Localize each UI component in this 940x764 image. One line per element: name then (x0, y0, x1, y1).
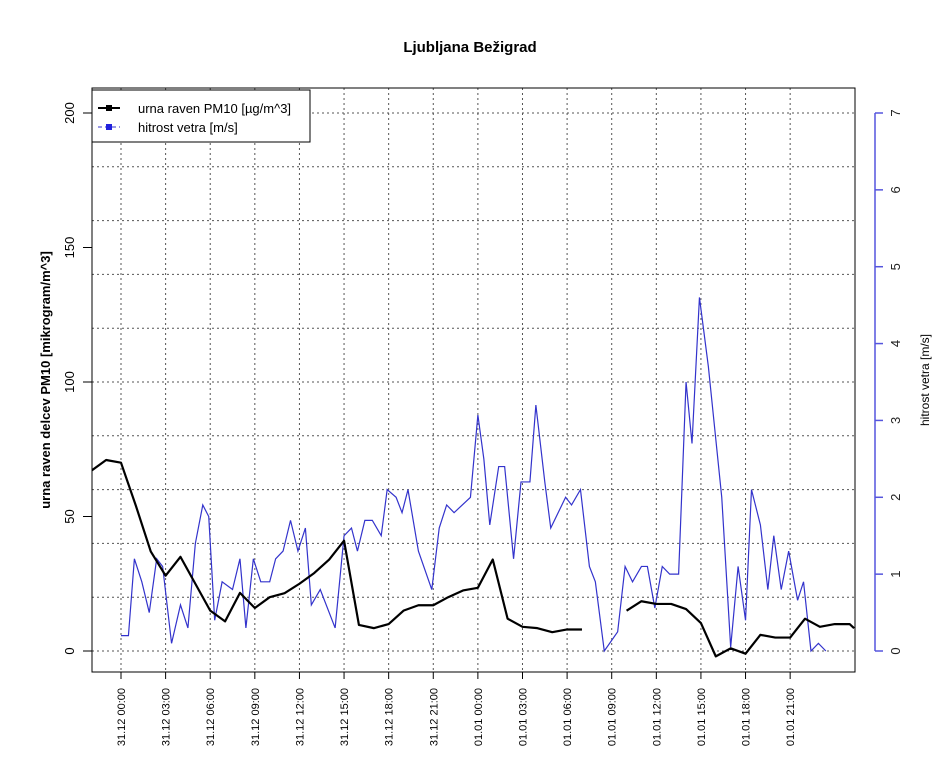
y-tick-label: 200 (62, 102, 77, 124)
x-tick-label: 01.01 00:00 (473, 688, 485, 746)
y2-tick-label: 6 (888, 186, 903, 193)
x-tick-label: 01.01 09:00 (607, 688, 619, 746)
x-tick-label: 31.12 18:00 (384, 688, 396, 746)
x-tick-label: 01.01 12:00 (651, 688, 663, 746)
x-tick-label: 01.01 06:00 (562, 688, 574, 746)
x-tick-label: 01.01 18:00 (741, 688, 753, 746)
x-tick-label: 01.01 21:00 (785, 688, 797, 746)
x-tick-label: 31.12 12:00 (294, 688, 306, 746)
x-tick-label: 31.12 15:00 (339, 688, 351, 746)
wind-speed-line (121, 297, 827, 653)
x-tick-label: 31.12 09:00 (250, 688, 262, 746)
legend-marker-wind (106, 124, 112, 130)
x-tick-label: 31.12 06:00 (205, 688, 217, 746)
legend-box (91, 89, 311, 143)
x-tick-label: 31.12 00:00 (116, 688, 128, 746)
x-tick-label: 01.01 15:00 (696, 688, 708, 746)
legend: urna raven PM10 [µg/m^3] hitrost vetra [… (91, 89, 311, 143)
y2-tick-label: 2 (888, 494, 903, 501)
pm10-line (625, 600, 855, 658)
y2-axis-label: hitrost vetra [m/s] (918, 334, 932, 426)
plot-frame (91, 87, 856, 673)
y2-tick-label: 0 (888, 647, 903, 654)
x-tick-label: 31.12 03:00 (161, 688, 173, 746)
x-tick-label: 01.01 03:00 (517, 688, 529, 746)
pm10-line (92, 458, 582, 634)
y-tick-label: 100 (62, 371, 77, 393)
y2-tick-label: 1 (888, 571, 903, 578)
legend-label-pm10: urna raven PM10 [µg/m^3] (138, 101, 291, 116)
y2-tick-label: 3 (888, 417, 903, 424)
y-tick-label: 0 (62, 647, 77, 654)
y2-tick-label: 4 (888, 340, 903, 347)
x-tick-label: 31.12 21:00 (428, 688, 440, 746)
y-tick-label: 50 (62, 509, 77, 523)
legend-marker-pm10 (106, 105, 112, 111)
y2-tick-label: 7 (888, 109, 903, 116)
legend-label-wind: hitrost vetra [m/s] (138, 120, 238, 135)
y2-tick-label: 5 (888, 263, 903, 270)
chart-title: Ljubljana Bežigrad (403, 39, 536, 56)
y-axis-label: urna raven delcev PM10 [mikrogram/m^3] (38, 251, 53, 509)
y-tick-label: 150 (62, 237, 77, 259)
